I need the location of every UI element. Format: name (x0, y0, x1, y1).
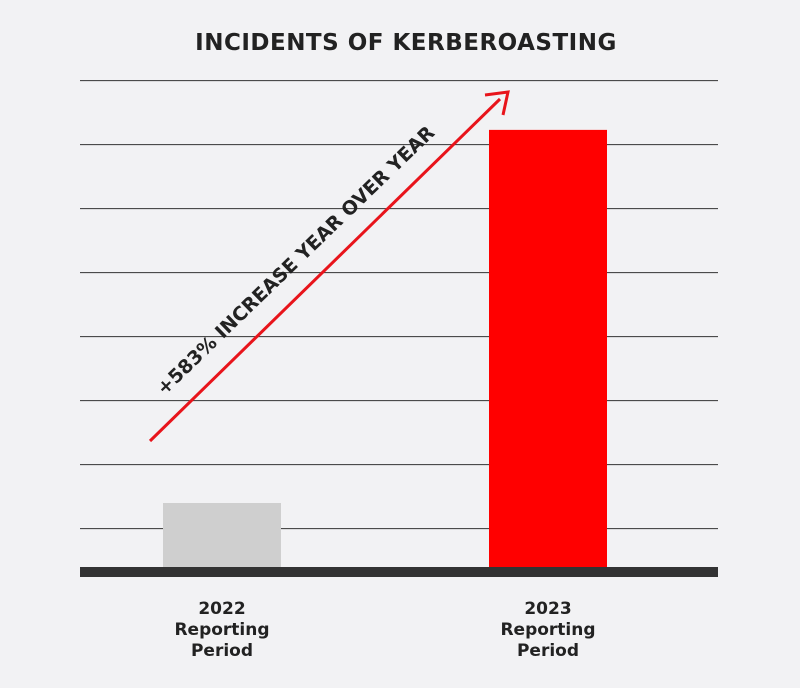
category-labels: 2022 Reporting Period 2023 Reporting Period (174, 599, 595, 661)
growth-annotation-text: +583% INCREASE YEAR OVER YEAR (153, 122, 440, 400)
bar-2022 (163, 503, 281, 567)
bars (163, 129, 607, 567)
growth-arrow (148, 97, 502, 443)
bar-2023 (489, 129, 607, 567)
growth-arrow-head (484, 90, 510, 116)
category-label-2023: 2023 Reporting Period (500, 599, 595, 661)
gridlines (80, 80, 718, 530)
chart-title: INCIDENTS OF KERBEROASTING (195, 30, 617, 56)
x-axis-baseline (80, 567, 718, 577)
category-label-2022: 2022 Reporting Period (174, 599, 269, 661)
